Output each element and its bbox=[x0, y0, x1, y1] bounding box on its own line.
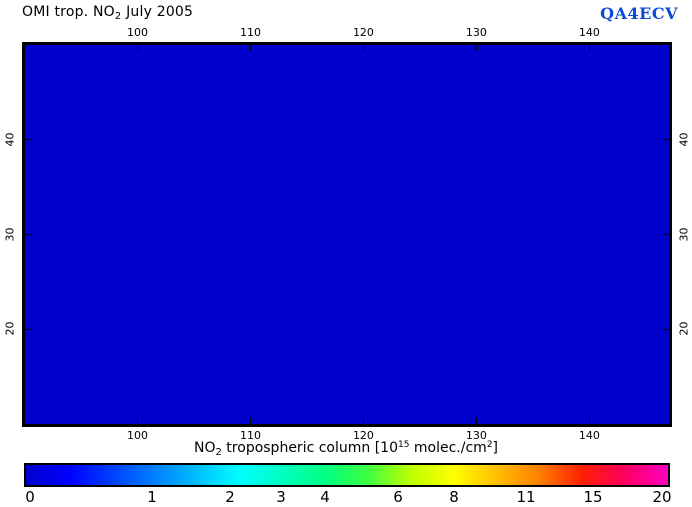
title-subscript: 2 bbox=[114, 11, 122, 22]
cb-label-exponent: 15 bbox=[398, 440, 410, 450]
y-tick-mark bbox=[25, 234, 31, 235]
y-tick-mark bbox=[663, 328, 669, 330]
x-tick-label-bottom: 140 bbox=[578, 429, 600, 442]
title-prefix: OMI trop. NO bbox=[22, 4, 115, 20]
x-tick-mark bbox=[589, 45, 591, 51]
y-tick-label-right: 30 bbox=[677, 227, 691, 241]
x-tick-label-top: 110 bbox=[239, 26, 261, 39]
x-tick-mark bbox=[250, 418, 252, 424]
x-tick-label-top: 130 bbox=[465, 26, 487, 39]
colorbar-gradient bbox=[26, 465, 668, 485]
title-suffix: July 2005 bbox=[121, 4, 194, 20]
colorbar-tick-label: 4 bbox=[320, 488, 330, 506]
y-tick-mark bbox=[25, 328, 31, 330]
colorbar bbox=[24, 463, 670, 487]
x-tick-label-top: 100 bbox=[126, 26, 148, 39]
x-tick-label-bottom: 100 bbox=[126, 429, 148, 442]
colorbar-tick-label: 8 bbox=[449, 488, 459, 506]
x-tick-label-bottom: 110 bbox=[239, 429, 261, 442]
x-tick-mark bbox=[476, 418, 478, 424]
cb-label-prefix: NO bbox=[193, 440, 216, 456]
x-tick-mark bbox=[476, 45, 478, 51]
colorbar-tick-label: 20 bbox=[652, 488, 672, 506]
colorbar-tick-label: 3 bbox=[276, 488, 286, 506]
cb-label-sub: 2 bbox=[215, 447, 222, 458]
map-panel bbox=[22, 42, 672, 427]
y-tick-label-right: 40 bbox=[677, 132, 691, 147]
x-tick-mark bbox=[250, 45, 252, 51]
y-tick-mark bbox=[663, 234, 669, 235]
figure-title: OMI trop. NO2 July 2005 bbox=[22, 4, 194, 22]
colorbar-tick-label: 1 bbox=[147, 488, 157, 506]
x-tick-mark bbox=[363, 45, 365, 51]
colorbar-tick-label: 11 bbox=[516, 488, 536, 506]
x-tick-label-top: 120 bbox=[352, 26, 374, 39]
y-tick-mark bbox=[663, 139, 669, 141]
x-tick-label-top: 140 bbox=[578, 26, 600, 39]
y-tick-label-right: 20 bbox=[677, 321, 691, 336]
y-tick-label-left: 30 bbox=[3, 227, 17, 241]
colorbar-tick-label: 6 bbox=[393, 488, 403, 506]
y-tick-mark bbox=[25, 139, 31, 141]
cb-label-close: ] bbox=[492, 440, 499, 456]
cb-label-mid: tropospheric column [10 bbox=[221, 440, 398, 456]
y-tick-label-left: 40 bbox=[3, 132, 17, 147]
cb-label-exponent2: 2 bbox=[486, 440, 493, 450]
y-tick-label-left: 20 bbox=[3, 321, 17, 336]
colorbar-tick-label: 2 bbox=[225, 488, 235, 506]
qa4ecv-logo: QA4ECV bbox=[600, 4, 678, 23]
cb-label-tail: molec./cm bbox=[409, 440, 487, 456]
map-frame bbox=[22, 42, 672, 427]
x-tick-label-bottom: 130 bbox=[465, 429, 487, 442]
colorbar-tick-label: 15 bbox=[583, 488, 603, 506]
x-tick-label-bottom: 120 bbox=[352, 429, 374, 442]
colorbar-tick-label: 0 bbox=[25, 488, 35, 506]
colorbar-frame bbox=[24, 463, 670, 487]
x-tick-mark bbox=[137, 45, 139, 51]
x-tick-mark bbox=[589, 418, 591, 424]
x-tick-mark bbox=[363, 418, 365, 424]
x-tick-mark bbox=[137, 418, 139, 424]
colorbar-label: NO2 tropospheric column [1015 molec./cm2… bbox=[0, 440, 692, 458]
